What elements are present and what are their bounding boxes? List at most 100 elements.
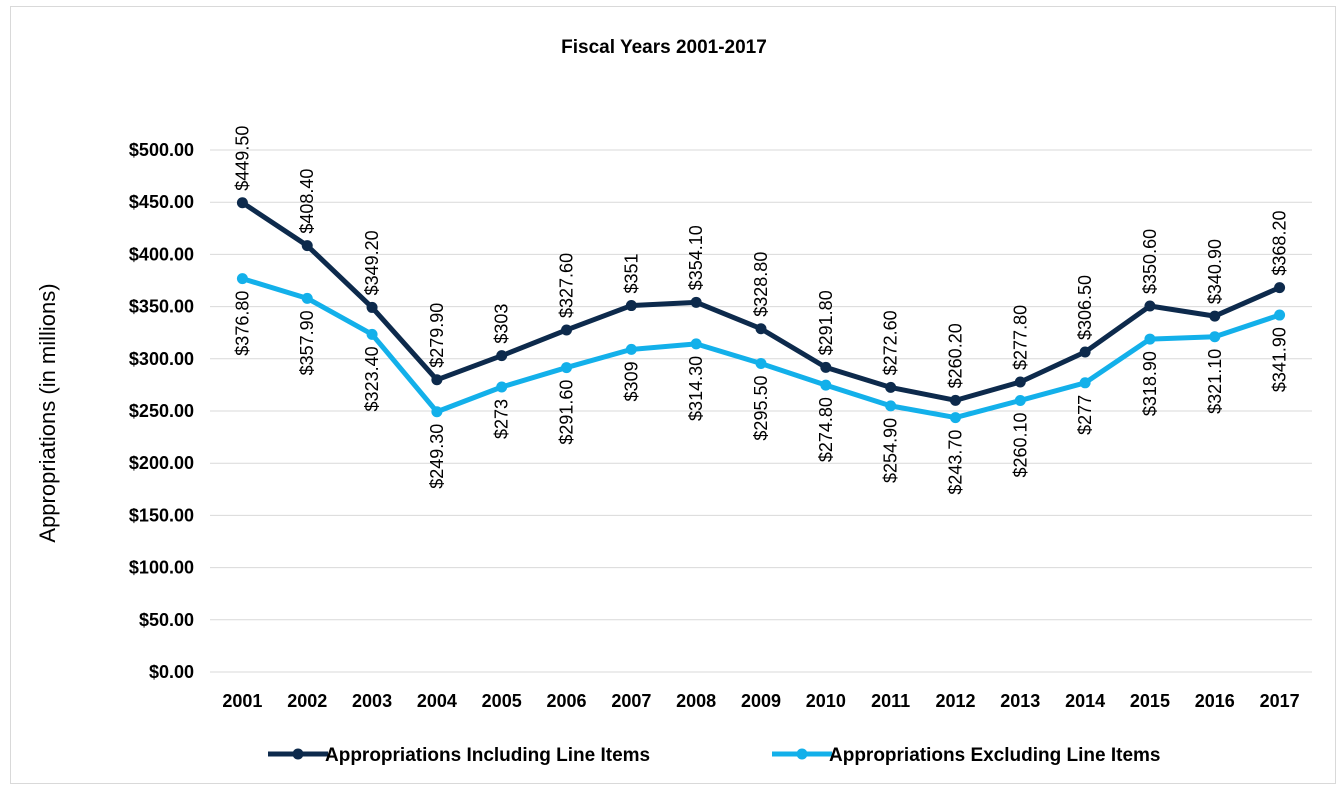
x-tick-label: 2012 xyxy=(935,691,975,711)
data-point xyxy=(1209,331,1221,343)
data-label: $272.60 xyxy=(881,310,901,375)
data-point xyxy=(1209,310,1221,322)
data-point xyxy=(820,361,832,373)
data-label: $303 xyxy=(492,304,512,344)
data-point xyxy=(301,240,313,252)
data-label: $327.60 xyxy=(557,253,577,318)
data-point xyxy=(755,357,767,369)
x-tick-label: 2008 xyxy=(676,691,716,711)
data-label: $408.40 xyxy=(297,169,317,234)
data-point xyxy=(690,338,702,350)
legend: Appropriations Including Line Items Appro… xyxy=(268,745,1160,766)
data-label: $357.90 xyxy=(297,310,317,375)
y-axis-ticks: $0.00 $50.00 $100.00 $150.00 $200.00 $250.00 $… xyxy=(129,140,194,682)
y-tick-label: $300.00 xyxy=(129,349,194,369)
chart-area xyxy=(10,6,1336,784)
data-point xyxy=(885,381,897,393)
x-tick-label: 2009 xyxy=(741,691,781,711)
data-label: $295.50 xyxy=(751,375,771,440)
data-label: $277.80 xyxy=(1010,305,1030,370)
data-point xyxy=(1144,333,1156,345)
data-label: $309 xyxy=(621,361,641,401)
x-tick-label: 2014 xyxy=(1065,691,1105,711)
data-point xyxy=(301,292,313,304)
data-label: $277 xyxy=(1075,395,1095,435)
y-tick-label: $0.00 xyxy=(149,662,194,682)
data-point xyxy=(1014,376,1026,388)
data-label: $291.60 xyxy=(557,380,577,445)
data-point xyxy=(949,412,961,424)
data-point xyxy=(949,394,961,406)
data-point xyxy=(1144,300,1156,312)
data-label: $260.10 xyxy=(1010,412,1030,477)
data-label: $249.30 xyxy=(427,424,447,489)
data-label: $323.40 xyxy=(362,346,382,411)
data-point xyxy=(236,273,248,285)
x-tick-label: 2015 xyxy=(1130,691,1170,711)
gridlines xyxy=(210,149,1312,673)
legend-label: Appropriations Excluding Line Items xyxy=(829,745,1160,766)
x-tick-label: 2013 xyxy=(1000,691,1040,711)
data-point xyxy=(496,381,508,393)
x-tick-label: 2017 xyxy=(1260,691,1300,711)
data-point xyxy=(561,324,573,336)
data-point xyxy=(1079,377,1091,389)
data-label: $273 xyxy=(492,399,512,439)
y-tick-label: $400.00 xyxy=(129,244,194,264)
data-point xyxy=(1014,394,1026,406)
y-tick-label: $500.00 xyxy=(129,140,194,160)
data-label: $314.30 xyxy=(686,356,706,421)
x-tick-label: 2006 xyxy=(547,691,587,711)
x-tick-label: 2010 xyxy=(806,691,846,711)
x-tick-label: 2005 xyxy=(482,691,522,711)
x-tick-label: 2004 xyxy=(417,691,457,711)
x-tick-label: 2016 xyxy=(1195,691,1235,711)
data-point xyxy=(366,328,378,340)
data-label: $449.50 xyxy=(232,126,252,191)
data-point xyxy=(561,362,573,374)
data-label: $349.20 xyxy=(362,230,382,295)
legend-label: Appropriations Including Line Items xyxy=(325,745,650,766)
x-tick-label: 2003 xyxy=(352,691,392,711)
legend-marker xyxy=(292,748,304,760)
data-label: $291.80 xyxy=(816,290,836,355)
data-label: $306.50 xyxy=(1075,275,1095,340)
x-tick-label: 2007 xyxy=(611,691,651,711)
y-tick-label: $150.00 xyxy=(129,505,194,525)
data-labels: $449.50 $408.40 $349.20 $279.90 $303 $327.60 $… xyxy=(232,126,1289,495)
data-label: $350.60 xyxy=(1140,229,1160,294)
data-label: $341.90 xyxy=(1270,327,1290,392)
y-tick-label: $450.00 xyxy=(129,192,194,212)
y-tick-label: $50.00 xyxy=(139,610,194,630)
y-tick-label: $350.00 xyxy=(129,297,194,317)
data-point xyxy=(755,323,767,335)
y-tick-label: $200.00 xyxy=(129,453,194,473)
data-point xyxy=(366,301,378,313)
data-label: $368.20 xyxy=(1270,211,1290,276)
y-tick-label: $100.00 xyxy=(129,558,194,578)
data-point xyxy=(1274,282,1286,294)
data-label: $243.70 xyxy=(945,430,965,495)
legend-marker xyxy=(796,748,808,760)
data-point xyxy=(820,379,832,391)
y-axis-label: Appropriations (in millions) xyxy=(35,283,60,542)
y-tick-label: $250.00 xyxy=(129,401,194,421)
data-label: $340.90 xyxy=(1205,239,1225,304)
data-point xyxy=(431,374,443,386)
data-label: $321.10 xyxy=(1205,349,1225,414)
data-label: $274.80 xyxy=(816,397,836,462)
data-label: $354.10 xyxy=(686,225,706,290)
data-point xyxy=(431,406,443,418)
x-tick-label: 2011 xyxy=(871,691,910,711)
data-point xyxy=(1274,309,1286,321)
data-label: $351 xyxy=(621,254,641,294)
data-label: $279.90 xyxy=(427,303,447,368)
data-point xyxy=(885,400,897,412)
data-label: $254.90 xyxy=(881,418,901,483)
data-point xyxy=(625,300,637,312)
data-point xyxy=(625,343,637,355)
series-lines xyxy=(236,197,1286,424)
data-point xyxy=(496,350,508,362)
x-tick-label: 2002 xyxy=(287,691,327,711)
